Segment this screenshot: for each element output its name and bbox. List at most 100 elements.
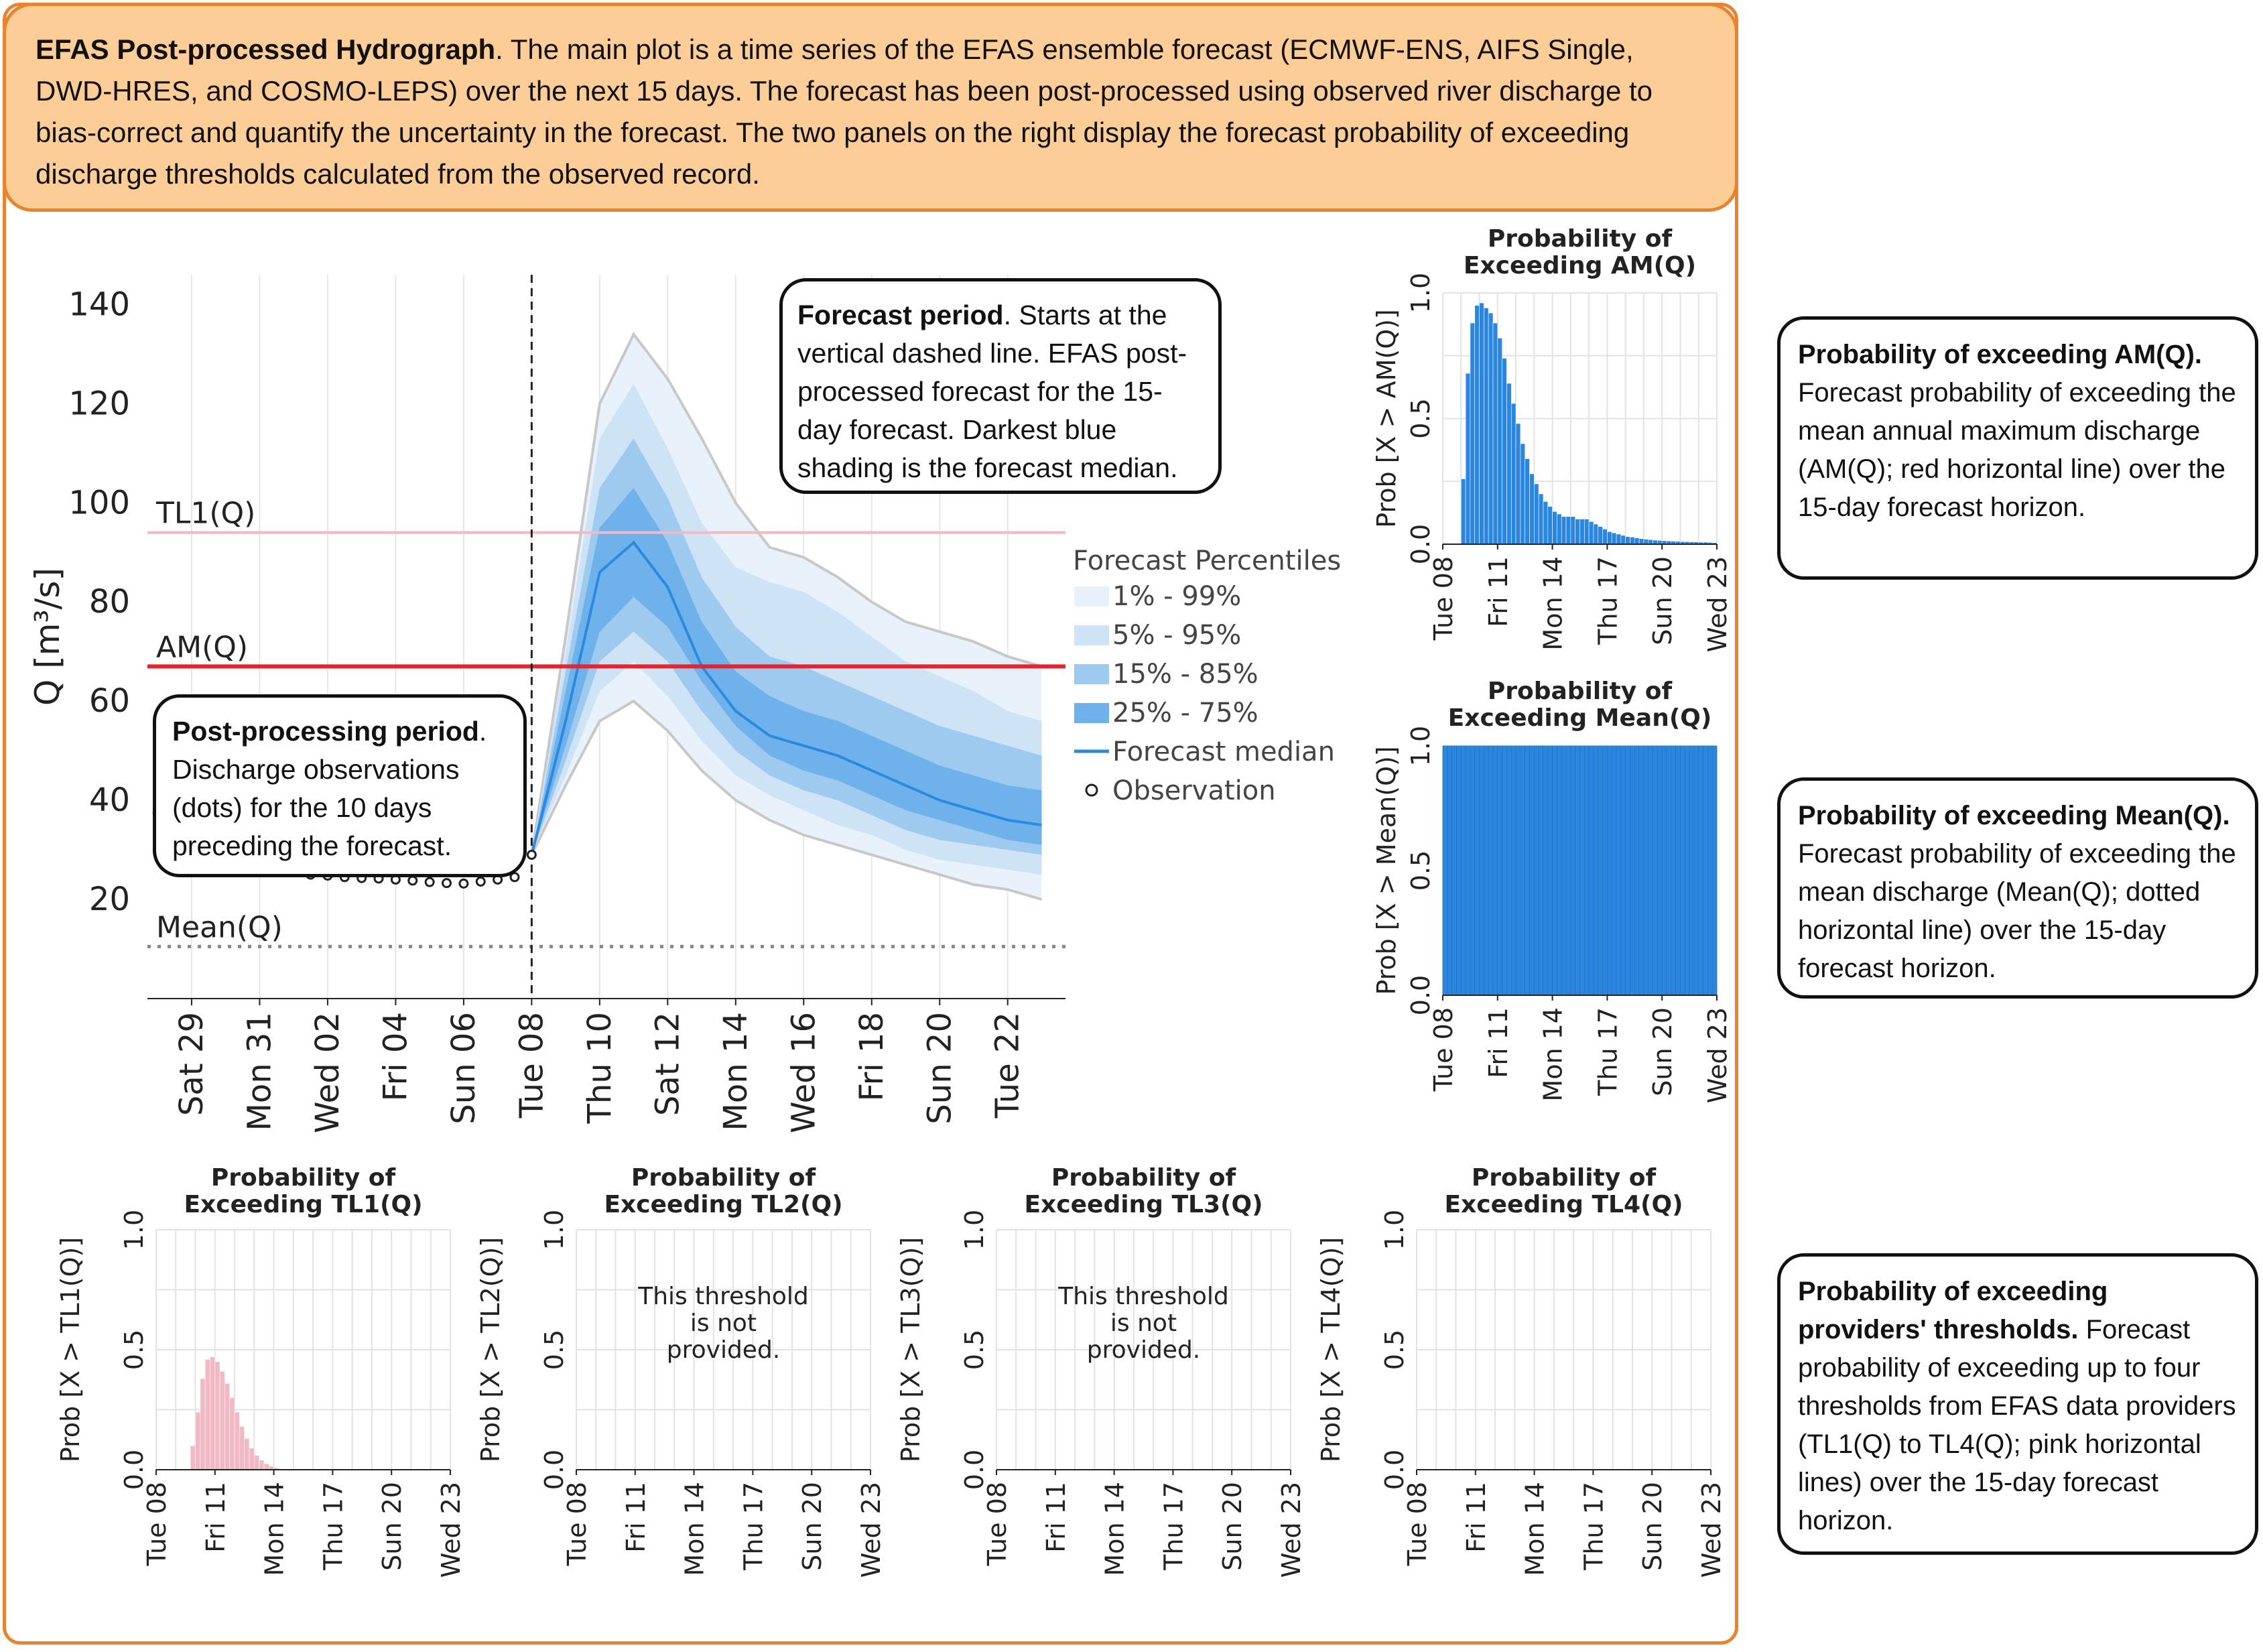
legend-observation-swatch [1085,783,1098,797]
observation-point [509,872,520,883]
probability-bar [234,1411,240,1470]
panel-message: provided. [667,1336,781,1364]
probability-bar [1579,745,1585,996]
probability-bar [1484,308,1489,545]
main-y-tick-label: 40 [89,781,130,819]
main-x-tick-label: Sun 06 [445,1012,482,1125]
panel-x-tick-label: Wed 23 [436,1482,466,1578]
panel-x-tick-label: Wed 23 [856,1482,886,1578]
probability-bar [1616,533,1622,545]
legend-swatch [1074,703,1109,723]
main-x-tick-label: Fri 18 [853,1012,891,1102]
probability-bar [1634,537,1640,545]
probability-bar [1497,745,1502,996]
panel-x-tick-label: Wed 23 [1703,556,1732,652]
legend-entry: Observation [1112,775,1276,806]
panel-x-tick-label: Sun 20 [797,1482,827,1571]
forecast-median-line [530,540,1042,855]
panel-x-tick-label: Fri 11 [201,1482,231,1553]
probability-bar [1557,513,1562,545]
callout-am: Probability of exceeding AM(Q). Forecast… [1777,316,2258,580]
panel-x-tick-label: Tue 08 [1429,556,1458,641]
panel-y-tick-label: 1.0 [1406,273,1435,313]
panel-y-tick-label: 1.0 [539,1210,569,1250]
am-label: AM(Q) [156,630,248,664]
panel-y-tick-label: 1.0 [119,1210,149,1250]
main-x-tick-label: Wed 02 [309,1012,346,1133]
panel-y-tick-label: 0.0 [539,1450,569,1490]
main-y-tick-label: 20 [89,881,130,918]
probability-bar [1502,358,1507,545]
callout-forecast-period: Forecast period. Starts at the vertical … [779,278,1222,494]
panel-x-tick-label: Mon 14 [680,1482,710,1576]
observation-point [526,849,537,860]
callout-mean: Probability of exceeding Mean(Q). Foreca… [1777,777,2258,999]
panel-x-tick-label: Sun 20 [377,1482,407,1571]
panel-x-tick-label: Thu 17 [1593,1007,1622,1096]
probability-bar [1630,537,1635,545]
probability-bar [1675,745,1681,996]
probability-bar [244,1438,250,1470]
probability-bar [1593,745,1599,996]
main-x-tick-label: Sat 12 [649,1012,686,1116]
probability-bar [1684,745,1690,996]
header-box: EFAS Post-processed Hydrograph. The main… [3,3,1738,212]
probability-bar [1643,539,1649,545]
probability-bar [1497,338,1502,545]
probability-bar [1584,745,1590,996]
probability-bar [1561,516,1567,545]
probability-bar [1657,745,1663,996]
panel-x-tick-label: Wed 23 [1277,1482,1306,1578]
legend-swatch [1074,586,1109,607]
legend-entry: 25% - 75% [1112,698,1258,728]
probability-bar [1698,745,1703,996]
panel-y-axis-label: Prob [X > TL3(Q)] [896,1237,925,1462]
panel-x-tick-label: Mon 14 [1521,1482,1550,1576]
panel-y-tick-label: 0.5 [119,1330,149,1370]
probability-bar [1570,516,1575,545]
probability-bar [219,1371,225,1470]
probability-bar [1488,745,1494,996]
probability-bar [1689,745,1695,996]
probability-bar [1506,383,1512,545]
callout-tl-text: Forecast probability of exceeding up to … [1798,1315,2236,1535]
observation-point [475,876,486,887]
probability-bar [1460,745,1466,996]
probability-bar [1520,745,1525,996]
probability-bar [263,1463,269,1470]
main-y-tick-label: 60 [89,682,130,720]
probability-bar [1547,506,1553,545]
probability-bar [1620,745,1626,996]
legend-title: Forecast Percentiles [1073,546,1341,576]
probability-bar [1465,373,1471,545]
probability-bar [1520,443,1525,545]
probability-bar [1570,745,1575,996]
panel-x-tick-label: Thu 17 [1579,1482,1608,1571]
probability-bar [229,1397,235,1470]
panel-y-axis-label: Prob [X > TL1(Q)] [56,1237,85,1462]
panel-x-tick-label: Tue 08 [1429,1007,1458,1092]
panel-x-tick-label: Fri 11 [621,1482,651,1553]
callout-forecast-title: Forecast period [797,300,1004,330]
panel-x-tick-label: Thu 17 [318,1482,348,1571]
probability-bar [1607,745,1612,996]
probability-bar [1561,745,1567,996]
probability-bar [1529,745,1535,996]
probability-bar [1510,403,1516,545]
probability-bar [1693,745,1699,996]
probability-bar [254,1455,259,1470]
panel-x-tick-label: Mon 14 [1100,1482,1130,1576]
callout-mean-text: Forecast probability of exceeding the me… [1798,839,2236,983]
probability-bar [1707,745,1713,996]
panel-message: This threshold [637,1283,809,1310]
observation-point [458,878,469,889]
legend-entry: Forecast median [1112,737,1335,767]
probability-bar [200,1378,206,1470]
panel-y-tick-label: 0.0 [119,1450,149,1490]
main-x-tick-label: Mon 31 [241,1012,278,1131]
probability-bar [214,1361,220,1470]
probability-bar [1447,745,1452,996]
panel-x-tick-label: Thu 17 [738,1482,768,1571]
callout-forecast-text: . Starts at the vertical dashed line. EF… [797,300,1187,483]
main-x-tick-label: Fri 04 [377,1012,414,1102]
